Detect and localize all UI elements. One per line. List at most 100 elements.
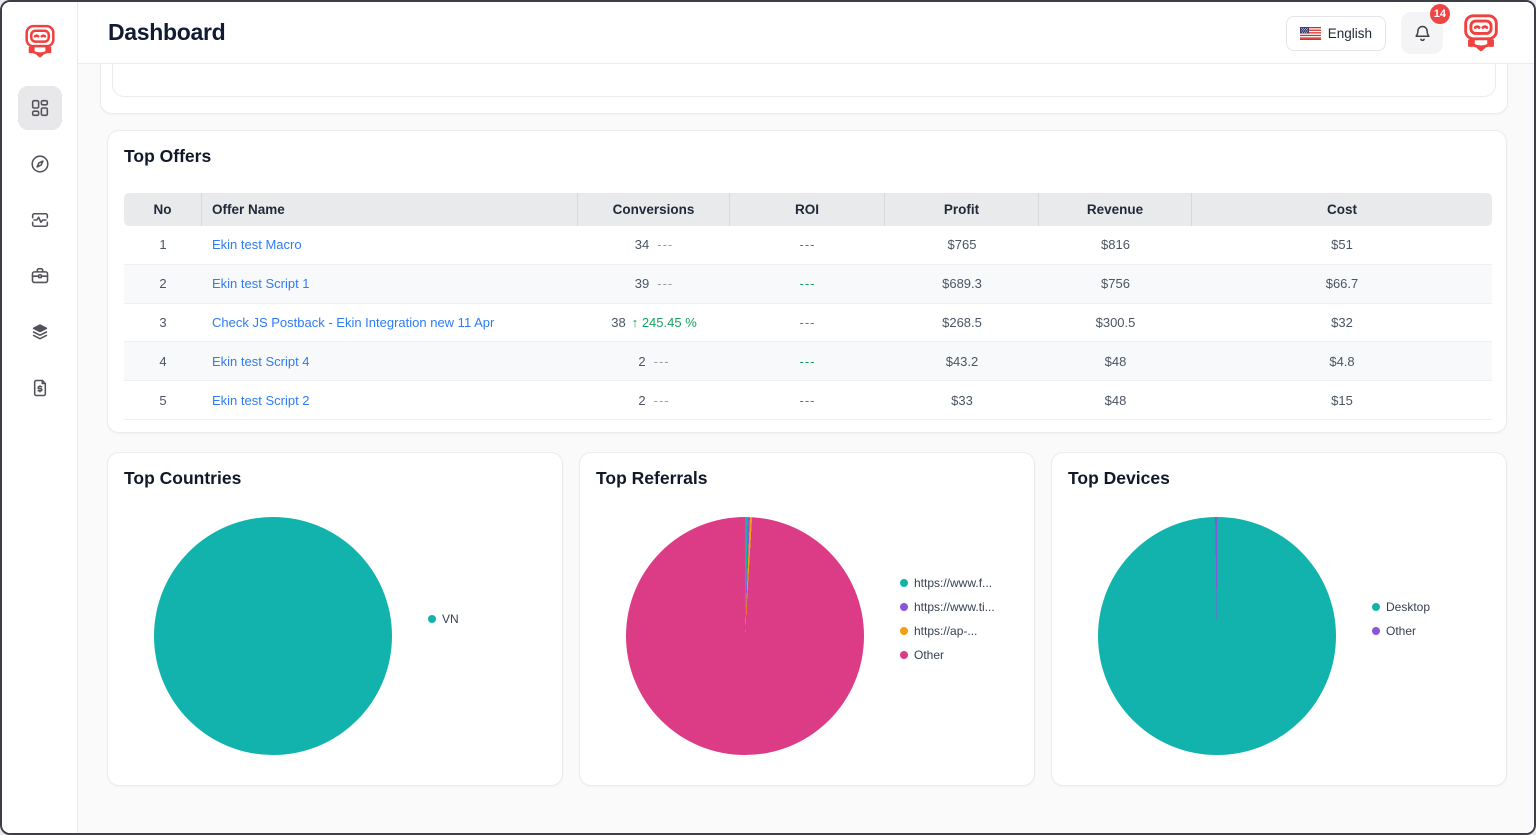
cell-roi: --- (730, 381, 885, 420)
column-header-roi: ROI (730, 193, 885, 226)
top-countries-title: Top Countries (124, 468, 242, 488)
legend-label: Desktop (1386, 600, 1431, 614)
top-referrals-pie-chart[interactable] (626, 517, 864, 755)
briefcase-icon (31, 267, 49, 284)
conversions-value: 38 (611, 314, 626, 330)
column-header-no: No (124, 193, 202, 226)
legend-label: VN (442, 612, 459, 626)
cell-no: 5 (124, 381, 202, 420)
top-countries-pie-chart[interactable] (154, 517, 392, 755)
sidebar-item-discover[interactable] (18, 142, 62, 186)
column-header-cost: Cost (1192, 193, 1492, 226)
legend-item[interactable]: https://www.ti... (900, 600, 995, 614)
notifications-button[interactable]: 14 (1401, 4, 1450, 54)
brand-robot-logo[interactable] (20, 22, 60, 62)
top-bar: Dashboard (78, 2, 1534, 64)
cell-cost: $4.8 (1192, 342, 1492, 382)
language-label: English (1327, 25, 1372, 41)
cell-profit: $765 (885, 226, 1039, 265)
cell-roi: --- (730, 342, 885, 382)
top-offers-card: Top Offers No Offer Name Conversions ROI Pro… (107, 130, 1507, 433)
top-devices-legend: Desktop Other (1372, 453, 1430, 785)
header-actions: English 14 (1285, 2, 1504, 64)
offer-link[interactable]: Check JS Postback - Ekin Integration new… (212, 314, 495, 330)
cell-conversions: 2 --- (578, 342, 730, 382)
roi-value: --- (799, 392, 816, 408)
conversions-value: 39 (634, 276, 650, 292)
legend-dot-icon (1372, 627, 1380, 635)
cell-cost: $32 (1192, 304, 1492, 343)
table-row: 5 Ekin test Script 2 2 --- --- $33 $48 $15 (124, 381, 1492, 420)
cell-revenue: $48 (1039, 381, 1192, 420)
legend-item[interactable]: Desktop (1372, 600, 1430, 614)
top-countries-legend: VN (428, 453, 459, 785)
conversions-change-dashes: --- (653, 392, 670, 408)
top-devices-pie-chart[interactable] (1098, 517, 1336, 755)
roi-value: --- (799, 237, 816, 253)
notification-count-badge: 14 (1429, 4, 1450, 24)
conversions-change-dashes: --- (653, 353, 670, 369)
offer-link[interactable]: Ekin test Macro (212, 237, 302, 253)
top-offers-title: Top Offers (124, 146, 212, 166)
cell-profit: $689.3 (885, 264, 1039, 304)
column-header-revenue: Revenue (1039, 193, 1192, 226)
sidebar-item-dashboard[interactable] (18, 86, 62, 130)
legend-item[interactable]: VN (428, 612, 459, 626)
legend-item[interactable]: Other (900, 648, 995, 662)
conversions-change-up: ↑ 245.45 % (631, 314, 697, 330)
sidebar-item-campaigns[interactable] (18, 254, 62, 298)
cell-cost: $15 (1192, 381, 1492, 420)
sidebar-item-flows[interactable] (18, 310, 62, 354)
column-header-profit: Profit (885, 193, 1039, 226)
legend-label: Other (914, 648, 945, 662)
page-title: Dashboard (108, 19, 226, 45)
cell-conversions: 38 ↑ 245.45 % (578, 304, 730, 343)
cell-offer-name: Ekin test Script 2 (202, 381, 578, 420)
cell-conversions: 39 --- (578, 264, 730, 304)
legend-label: https://ap-... (914, 624, 978, 638)
legend-label: https://www.ti... (914, 600, 995, 614)
main-content: Top Offers No Offer Name Conversions ROI Pro… (78, 64, 1534, 833)
sidebar-item-billing[interactable] (18, 366, 62, 410)
table-header: No Offer Name Conversions ROI Profit Revenue C… (124, 193, 1492, 226)
column-header-conversions: Conversions (578, 193, 730, 226)
top-offers-table: No Offer Name Conversions ROI Profit Revenue C… (124, 193, 1492, 420)
sidebar-nav (2, 86, 78, 410)
conversions-change-dashes: --- (657, 276, 674, 292)
profile-robot-avatar[interactable] (1458, 10, 1504, 56)
legend-item[interactable]: https://www.f... (900, 576, 995, 590)
cell-profit: $33 (885, 381, 1039, 420)
cell-roi: --- (730, 304, 885, 343)
cell-roi: --- (730, 226, 885, 265)
legend-item[interactable]: https://ap-... (900, 624, 995, 638)
legend-item[interactable]: Other (1372, 624, 1430, 638)
conversions-value: 2 (638, 353, 646, 369)
legend-label: https://www.f... (914, 576, 993, 590)
language-selector[interactable]: English (1285, 15, 1386, 51)
table-row: 1 Ekin test Macro 34 --- --- $765 $816 $51 (124, 226, 1492, 265)
cell-offer-name: Check JS Postback - Ekin Integration new… (202, 304, 578, 343)
conversions-value: 34 (634, 237, 650, 253)
dashboard-grid-icon (31, 99, 49, 117)
top-devices-card: Top Devices Desktop Other (1051, 452, 1507, 786)
cell-conversions: 2 --- (578, 381, 730, 420)
compass-icon (31, 155, 49, 173)
pulse-panel-icon (31, 212, 49, 228)
cell-no: 3 (124, 304, 202, 343)
cell-offer-name: Ekin test Script 4 (202, 342, 578, 382)
sidebar-item-activity[interactable] (18, 198, 62, 242)
conversions-value: 2 (638, 392, 646, 408)
legend-dot-icon (428, 615, 436, 623)
top-referrals-title: Top Referrals (596, 468, 708, 488)
cell-conversions: 34 --- (578, 226, 730, 265)
scrolled-card-partial-inner (112, 64, 1496, 97)
offer-link[interactable]: Ekin test Script 1 (212, 276, 310, 292)
us-flag-icon (1299, 26, 1321, 40)
offer-link[interactable]: Ekin test Script 2 (212, 392, 310, 408)
table-row: 3 Check JS Postback - Ekin Integration ne… (124, 304, 1492, 343)
conversions-change-dashes: --- (657, 237, 674, 253)
offer-link[interactable]: Ekin test Script 4 (212, 353, 310, 369)
cell-no: 4 (124, 342, 202, 382)
sidebar (2, 2, 78, 833)
